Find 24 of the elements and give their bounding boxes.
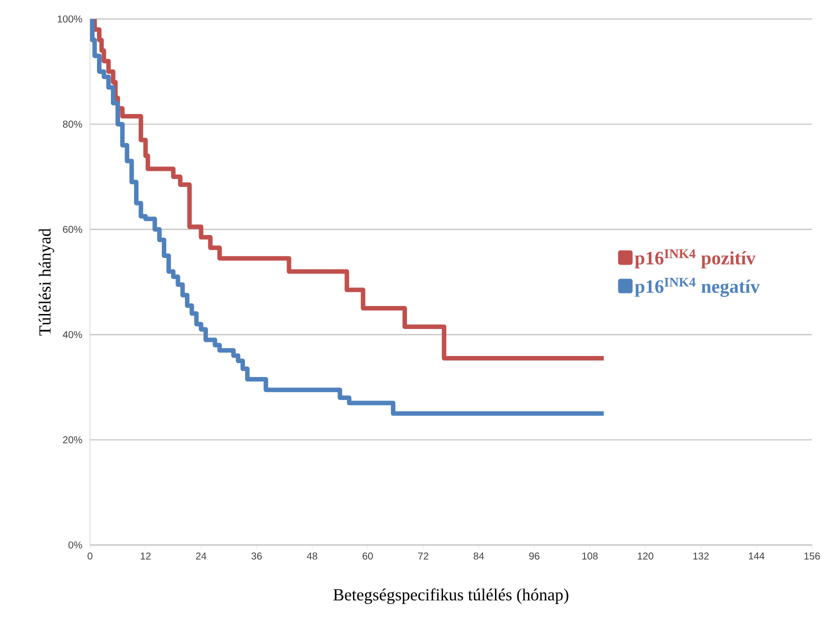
x-axis-title: Betegségspecifikus túlélés (hónap) xyxy=(333,588,568,604)
x-tick-label: 132 xyxy=(693,552,709,560)
x-tick-label: 60 xyxy=(362,552,373,560)
y-tick-label: 40% xyxy=(62,331,82,338)
legend-label: p16$^{INK4}$ negatív xyxy=(634,278,760,297)
y-tick-label: 60% xyxy=(63,226,82,233)
x-tick-label: 12 xyxy=(140,552,151,560)
x-tick-label: 72 xyxy=(418,552,428,560)
x-tick-label: 84 xyxy=(474,552,484,560)
y-axis-title: Túlélési hányad xyxy=(38,228,54,336)
x-tick-label: 48 xyxy=(306,552,318,560)
x-tick-label: 36 xyxy=(251,552,262,560)
y-tick-label: 100% xyxy=(58,15,82,23)
x-tick-label: 0 xyxy=(88,552,92,560)
x-tick-label: 24 xyxy=(196,552,206,560)
x-tick-label: 108 xyxy=(582,552,598,560)
legend-label: p16$^{INK4}$ pozitív xyxy=(634,249,756,268)
x-tick-label: 156 xyxy=(804,552,820,560)
y-tick-label: 80% xyxy=(62,120,82,128)
x-tick-label: 120 xyxy=(638,552,654,560)
y-tick-label: 0% xyxy=(68,541,82,549)
y-tick-label: 20% xyxy=(63,436,82,444)
x-tick-label: 144 xyxy=(748,552,764,560)
x-tick-label: 96 xyxy=(529,552,540,560)
